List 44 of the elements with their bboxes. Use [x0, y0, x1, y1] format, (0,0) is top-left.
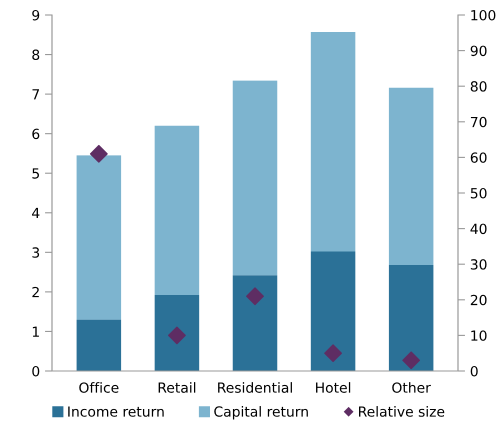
y2-tick-label: 90 — [470, 46, 487, 56]
y-tick-label: 0 — [32, 366, 40, 376]
point — [246, 287, 264, 306]
x-tick-label: Hotel — [316, 382, 350, 393]
bar — [154, 295, 200, 371]
x-tick-label: Office — [79, 382, 118, 393]
y-tick-label: 6 — [32, 128, 40, 140]
bar — [388, 264, 434, 371]
y-tick-label: 4 — [32, 208, 40, 218]
y2-tick-label: 100 — [471, 10, 496, 20]
point — [90, 144, 108, 163]
y-tick-label: 8 — [32, 50, 40, 60]
y2-tick-label: 30 — [470, 259, 487, 270]
bar — [232, 80, 278, 276]
legend-label: Capital return — [214, 406, 308, 420]
bar — [232, 275, 278, 371]
y2-tick-label: 70 — [470, 116, 487, 128]
y-tick-label: 9 — [32, 10, 40, 20]
legend-label: Relative size — [359, 406, 444, 417]
bar — [310, 252, 356, 371]
x-tick-label: Retail — [158, 382, 196, 393]
y-tick-label: 2 — [32, 286, 39, 298]
y2-tick-label: 10 — [471, 330, 487, 341]
y2-tick-label: 20 — [470, 294, 487, 306]
bar — [154, 126, 200, 296]
y2-tick-label: 60 — [470, 152, 487, 163]
legend-label: Income return — [68, 406, 164, 417]
y2-tick-label: 0 — [470, 366, 478, 376]
y2-tick-label: 80 — [470, 81, 487, 92]
point — [324, 344, 342, 362]
y-tick-label: 5 — [32, 168, 39, 179]
x-tick-label: Other — [392, 382, 431, 393]
point — [168, 326, 186, 344]
bar — [76, 320, 122, 371]
bar — [76, 155, 122, 320]
y-tick-label: 1 — [32, 326, 39, 337]
y2-tick-label: 50 — [470, 188, 487, 198]
x-tick-label: Residential — [218, 382, 292, 393]
bar — [388, 88, 434, 265]
y-tick-label: 7 — [32, 89, 40, 100]
y-tick-label: 3 — [32, 247, 40, 258]
y2-tick-label: 40 — [470, 224, 487, 234]
point — [402, 351, 420, 370]
bar — [310, 32, 356, 252]
